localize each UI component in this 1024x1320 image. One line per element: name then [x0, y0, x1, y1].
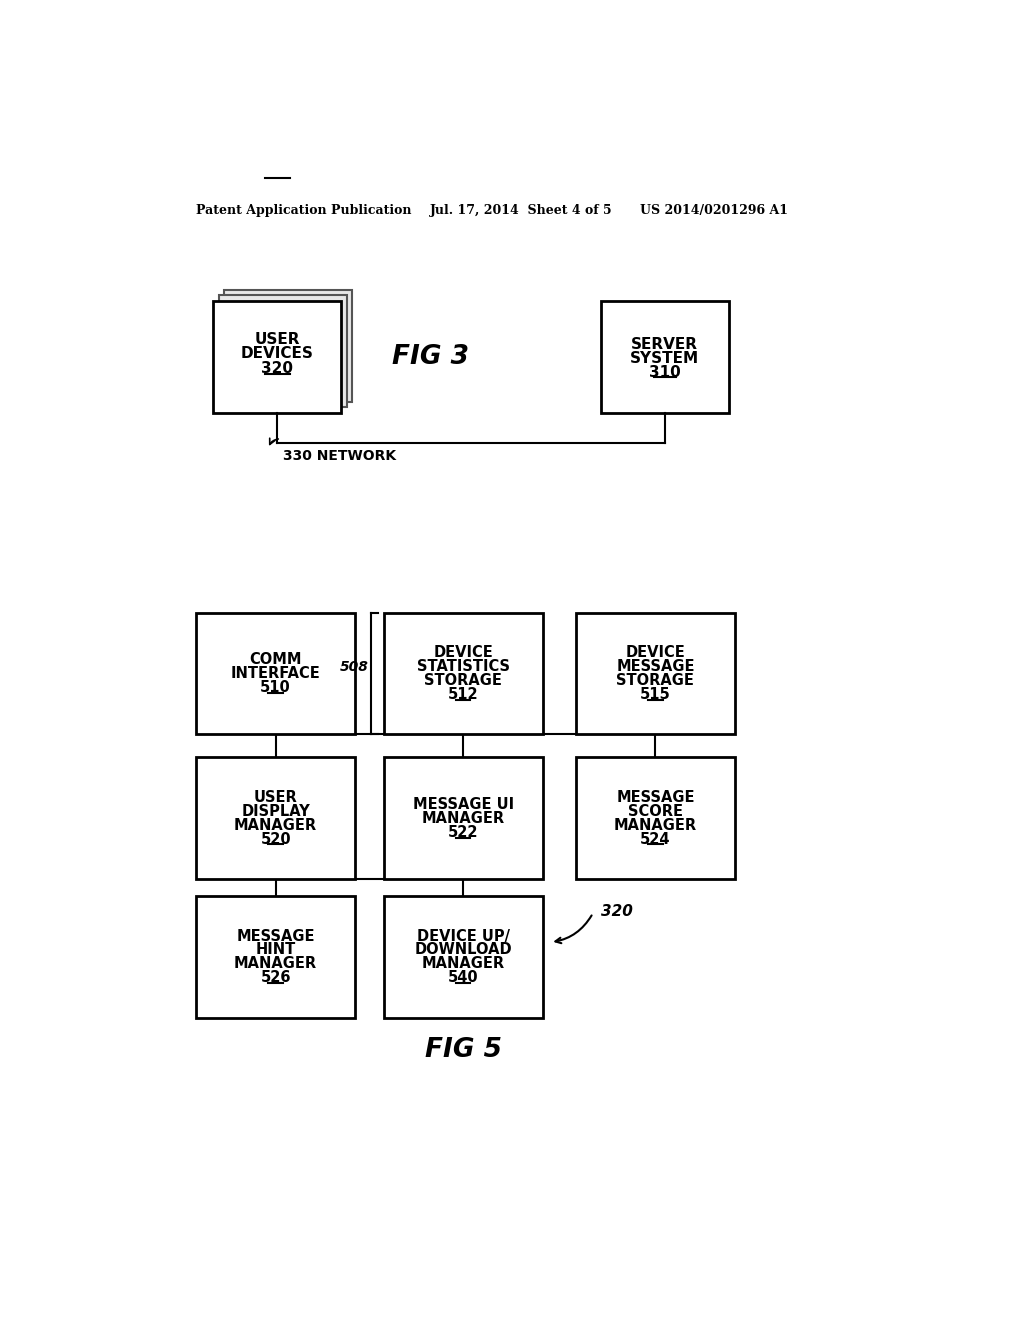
Text: STORAGE: STORAGE — [616, 673, 694, 688]
Bar — [601, 301, 729, 412]
Text: STATISTICS: STATISTICS — [417, 659, 510, 675]
Text: 522: 522 — [447, 825, 478, 840]
Text: 320: 320 — [601, 904, 633, 919]
Text: Patent Application Publication: Patent Application Publication — [197, 205, 412, 218]
Bar — [575, 612, 735, 734]
Text: USER: USER — [254, 789, 298, 805]
Text: DEVICE: DEVICE — [626, 645, 685, 660]
Text: 512: 512 — [447, 686, 478, 702]
Text: COMM: COMM — [250, 652, 302, 667]
Bar — [224, 290, 352, 401]
Text: STORAGE: STORAGE — [424, 673, 502, 688]
Text: MANAGER: MANAGER — [234, 956, 317, 972]
Text: MANAGER: MANAGER — [422, 810, 505, 826]
Bar — [197, 758, 355, 879]
Text: 310: 310 — [649, 364, 681, 380]
Text: 330 NETWORK: 330 NETWORK — [284, 449, 396, 462]
Bar — [219, 296, 346, 407]
Text: DEVICES: DEVICES — [241, 346, 313, 362]
Bar — [384, 612, 543, 734]
Bar — [197, 896, 355, 1018]
Text: 508: 508 — [339, 660, 369, 675]
Text: MESSAGE: MESSAGE — [616, 789, 694, 805]
Text: HINT: HINT — [256, 942, 296, 957]
Text: SYSTEM: SYSTEM — [630, 351, 699, 366]
Text: INTERFACE: INTERFACE — [230, 667, 321, 681]
Text: SERVER: SERVER — [631, 337, 698, 352]
Text: MESSAGE: MESSAGE — [616, 659, 694, 675]
Bar — [575, 758, 735, 879]
Text: DISPLAY: DISPLAY — [242, 804, 310, 818]
Text: MANAGER: MANAGER — [422, 956, 505, 972]
Text: USER: USER — [254, 333, 300, 347]
Text: 320: 320 — [261, 362, 293, 376]
Text: FIG 3: FIG 3 — [392, 345, 469, 370]
Text: MANAGER: MANAGER — [234, 817, 317, 833]
Text: MANAGER: MANAGER — [613, 817, 697, 833]
Bar — [384, 896, 543, 1018]
Bar — [384, 758, 543, 879]
Text: 510: 510 — [260, 680, 291, 694]
Text: US 2014/0201296 A1: US 2014/0201296 A1 — [640, 205, 787, 218]
Text: 520: 520 — [260, 832, 291, 846]
Text: 540: 540 — [447, 970, 478, 985]
Bar — [197, 612, 355, 734]
Text: 526: 526 — [260, 970, 291, 985]
Text: Jul. 17, 2014  Sheet 4 of 5: Jul. 17, 2014 Sheet 4 of 5 — [430, 205, 613, 218]
Text: 515: 515 — [640, 686, 671, 702]
Text: FIG 5: FIG 5 — [425, 1038, 502, 1063]
Text: 524: 524 — [640, 832, 671, 846]
Text: DEVICE UP/: DEVICE UP/ — [417, 928, 510, 944]
Text: SCORE: SCORE — [628, 804, 683, 818]
Bar — [213, 301, 341, 412]
Text: MESSAGE: MESSAGE — [237, 928, 315, 944]
Text: DEVICE: DEVICE — [433, 645, 494, 660]
Text: DOWNLOAD: DOWNLOAD — [415, 942, 512, 957]
Text: MESSAGE UI: MESSAGE UI — [413, 797, 514, 812]
